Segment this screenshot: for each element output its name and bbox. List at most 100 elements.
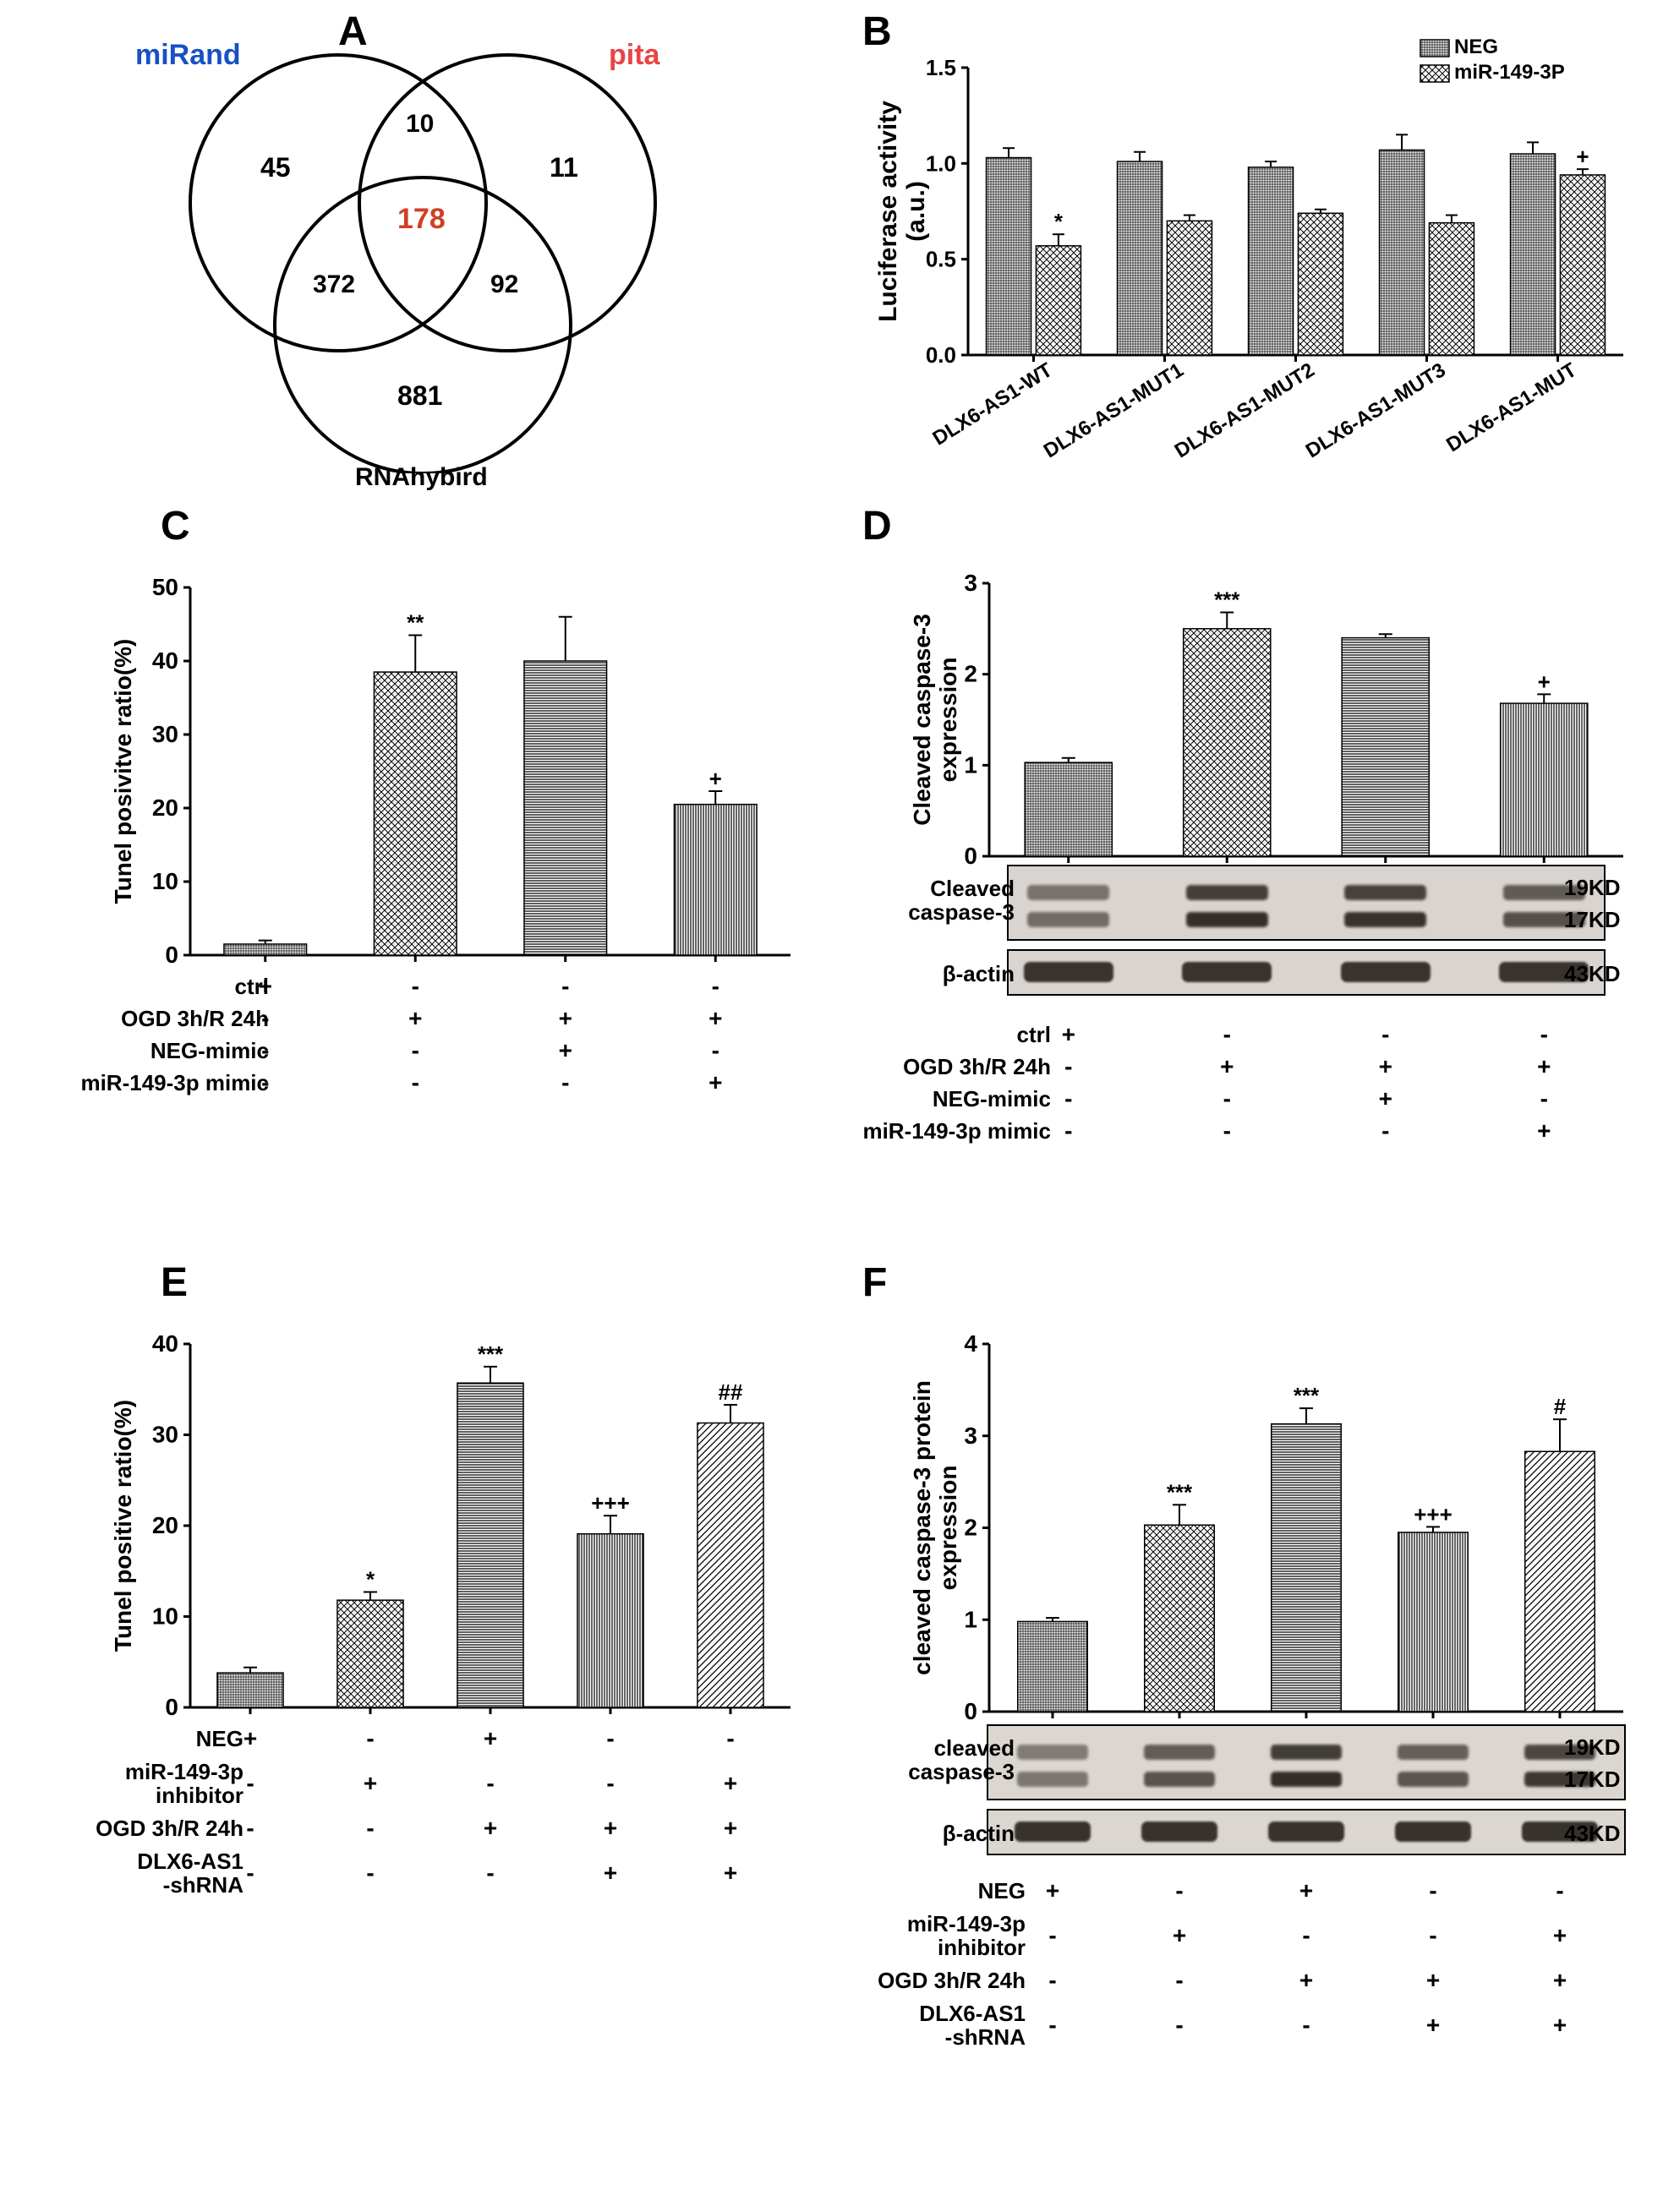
svg-text:10: 10 (152, 1603, 178, 1630)
blot-band (1395, 1821, 1472, 1842)
blot-band (1186, 912, 1268, 927)
western-blot: cleavedcaspase-319KD17KDβ-actin43KD (845, 1724, 1640, 1868)
condition-cell: - (1040, 1967, 1065, 1994)
condition-cell: + (253, 973, 278, 1000)
condition-name: DLX6-AS1-shRNA (845, 2002, 1036, 2049)
blot-band (1144, 1745, 1214, 1760)
condition-cell: + (598, 1815, 623, 1842)
condition-cell: - (478, 1770, 503, 1797)
venn-algo-left: miRand (135, 39, 241, 72)
svg-text:40: 40 (152, 1330, 178, 1357)
condition-name: NEG-mimic (845, 1087, 1061, 1111)
condition-name: NEG-mimic (63, 1039, 279, 1062)
condition-cell: - (358, 1860, 383, 1887)
condition-cell: - (1420, 1877, 1446, 1904)
condition-row: NEG+-+-- (63, 1724, 807, 1753)
condition-cell: - (598, 1770, 623, 1797)
blot-label-actin: β-actin (845, 961, 1015, 987)
condition-cell: - (478, 1860, 503, 1887)
condition-name: miR-149-3pinhibitor (63, 1760, 254, 1807)
blot-band (1344, 885, 1426, 900)
blot-band (1017, 1772, 1087, 1787)
panel-label-d: D (862, 503, 892, 549)
venn-count-lr: 10 (406, 110, 434, 139)
condition-name: OGD 3h/R 24h (845, 1055, 1061, 1079)
svg-text:1.0: 1.0 (926, 150, 956, 176)
condition-cell: + (1056, 1021, 1081, 1048)
condition-cell: - (238, 1770, 263, 1797)
condition-cell: - (1373, 1117, 1398, 1144)
svg-text:DLX6-AS1-MUT: DLX6-AS1-MUT (1442, 358, 1581, 456)
condition-cell: - (253, 1069, 278, 1096)
svg-text:3: 3 (964, 1423, 977, 1449)
svg-text:##: ## (719, 1379, 743, 1405)
svg-text:***: *** (1294, 1383, 1320, 1408)
condition-cell: - (1373, 1021, 1398, 1048)
svg-text:Tunel posivitve ratio(%): Tunel posivitve ratio(%) (110, 639, 136, 904)
blot-label-caspase: cleavedcaspase-3 (845, 1736, 1015, 1783)
condition-cell: + (553, 1005, 578, 1032)
svg-text:+: + (1576, 144, 1589, 169)
condition-cell: + (1420, 1967, 1446, 1994)
condition-cell: + (703, 1069, 728, 1096)
venn-count-left: 45 (260, 152, 291, 183)
svg-text:***: *** (1214, 587, 1240, 612)
venn-count-center: 178 (397, 203, 446, 236)
condition-cell: + (1294, 1967, 1319, 1994)
condition-cell: - (1056, 1053, 1081, 1080)
svg-text:DLX6-AS1-MUT2: DLX6-AS1-MUT2 (1171, 358, 1319, 462)
svg-text:30: 30 (152, 721, 178, 747)
svg-text:40: 40 (152, 647, 178, 674)
svg-text:#: # (1554, 1394, 1567, 1419)
condition-row: ctrl+--- (63, 972, 807, 1001)
blot-band (1182, 962, 1272, 982)
condition-row: NEG-mimic--+- (63, 1036, 807, 1065)
svg-text:3: 3 (964, 570, 977, 596)
panel-c-chart: 01020304050Tunel posivitve ratio(%)**+ c… (63, 545, 807, 1103)
condition-cell: - (553, 1069, 578, 1096)
condition-row: miR-149-3p mimic---+ (845, 1117, 1640, 1145)
svg-text:DLX6-AS1-WT: DLX6-AS1-WT (929, 358, 1057, 451)
blot-band (1341, 962, 1431, 982)
svg-text:20: 20 (152, 1512, 178, 1538)
condition-name: OGD 3h/R 24h (63, 1816, 254, 1840)
condition-cell: + (718, 1860, 743, 1887)
venn-count-lb: 372 (313, 270, 355, 299)
condition-row: DLX6-AS1-shRNA---++ (845, 1998, 1640, 2052)
svg-text:miR-149-3P: miR-149-3P (1454, 61, 1565, 84)
blot-band (1024, 962, 1113, 982)
blot-band (1017, 1745, 1087, 1760)
svg-text:0.5: 0.5 (926, 247, 956, 272)
blot-band (1268, 1821, 1345, 1842)
condition-cell: - (1294, 2012, 1319, 2039)
svg-text:+: + (709, 766, 722, 791)
svg-text:2: 2 (964, 1515, 977, 1541)
blot-band (1271, 1745, 1341, 1760)
blot-band (1344, 912, 1426, 927)
svg-text:0: 0 (165, 942, 178, 968)
svg-text:**: ** (407, 610, 424, 636)
condition-name: NEG (845, 1879, 1036, 1903)
condition-name: miR-149-3p mimic (63, 1071, 279, 1095)
svg-text:+: + (1538, 669, 1551, 694)
venn-count-rb: 92 (490, 270, 518, 299)
svg-text:0.0: 0.0 (926, 342, 956, 368)
condition-cell: + (703, 1005, 728, 1032)
condition-name: DLX6-AS1-shRNA (63, 1849, 254, 1897)
condition-cell: - (402, 1069, 428, 1096)
svg-text:DLX6-AS1-MUT3: DLX6-AS1-MUT3 (1302, 358, 1450, 462)
svg-text:*: * (366, 1566, 375, 1592)
condition-cell: - (253, 1005, 278, 1032)
svg-text:2: 2 (964, 661, 977, 687)
condition-cell: - (703, 973, 728, 1000)
blot-row-caspase (987, 1724, 1626, 1800)
svg-text:NEG: NEG (1454, 36, 1498, 58)
condition-cell: + (1040, 1877, 1065, 1904)
blot-band (1141, 1821, 1218, 1842)
condition-cell: - (1167, 1877, 1192, 1904)
blot-size-label: 17KD (1564, 1767, 1620, 1793)
svg-text:Luciferase activity(a.u.): Luciferase activity(a.u.) (874, 101, 930, 322)
blot-size-label: 19KD (1564, 1734, 1620, 1761)
condition-cell: - (1167, 2012, 1192, 2039)
condition-row: miR-149-3p mimic---+ (63, 1068, 807, 1097)
